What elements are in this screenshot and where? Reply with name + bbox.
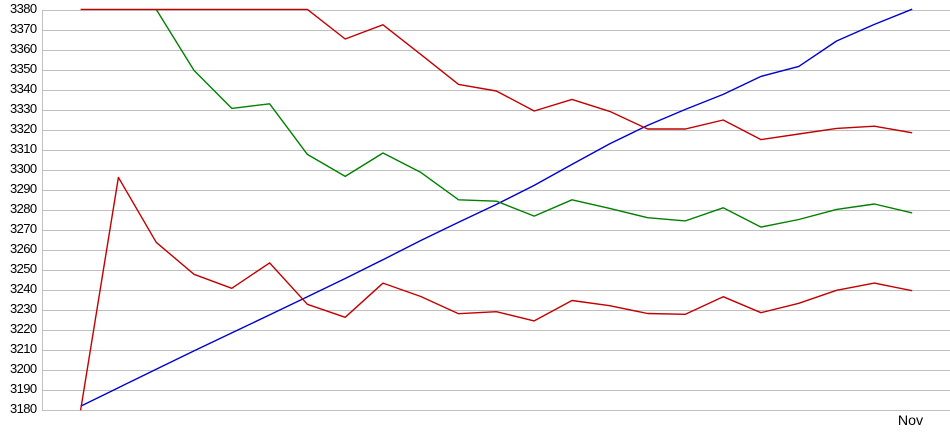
svg-text:3280: 3280 <box>10 201 37 216</box>
svg-text:3210: 3210 <box>10 341 37 356</box>
svg-text:3320: 3320 <box>10 121 37 136</box>
svg-text:3260: 3260 <box>10 241 37 256</box>
svg-text:3180: 3180 <box>10 401 37 416</box>
svg-text:3310: 3310 <box>10 141 37 156</box>
svg-text:3230: 3230 <box>10 301 37 316</box>
svg-text:3190: 3190 <box>10 381 37 396</box>
svg-text:3360: 3360 <box>10 41 37 56</box>
svg-text:3290: 3290 <box>10 181 37 196</box>
svg-text:3330: 3330 <box>10 101 37 116</box>
svg-text:3270: 3270 <box>10 221 37 236</box>
svg-text:3380: 3380 <box>10 1 37 16</box>
svg-text:3250: 3250 <box>10 261 37 276</box>
svg-text:3220: 3220 <box>10 321 37 336</box>
svg-text:3300: 3300 <box>10 161 37 176</box>
svg-text:3350: 3350 <box>10 61 37 76</box>
svg-text:Nov: Nov <box>898 413 924 429</box>
svg-text:3240: 3240 <box>10 281 37 296</box>
svg-text:3370: 3370 <box>10 21 37 36</box>
svg-text:3200: 3200 <box>10 361 37 376</box>
svg-text:3340: 3340 <box>10 81 37 96</box>
